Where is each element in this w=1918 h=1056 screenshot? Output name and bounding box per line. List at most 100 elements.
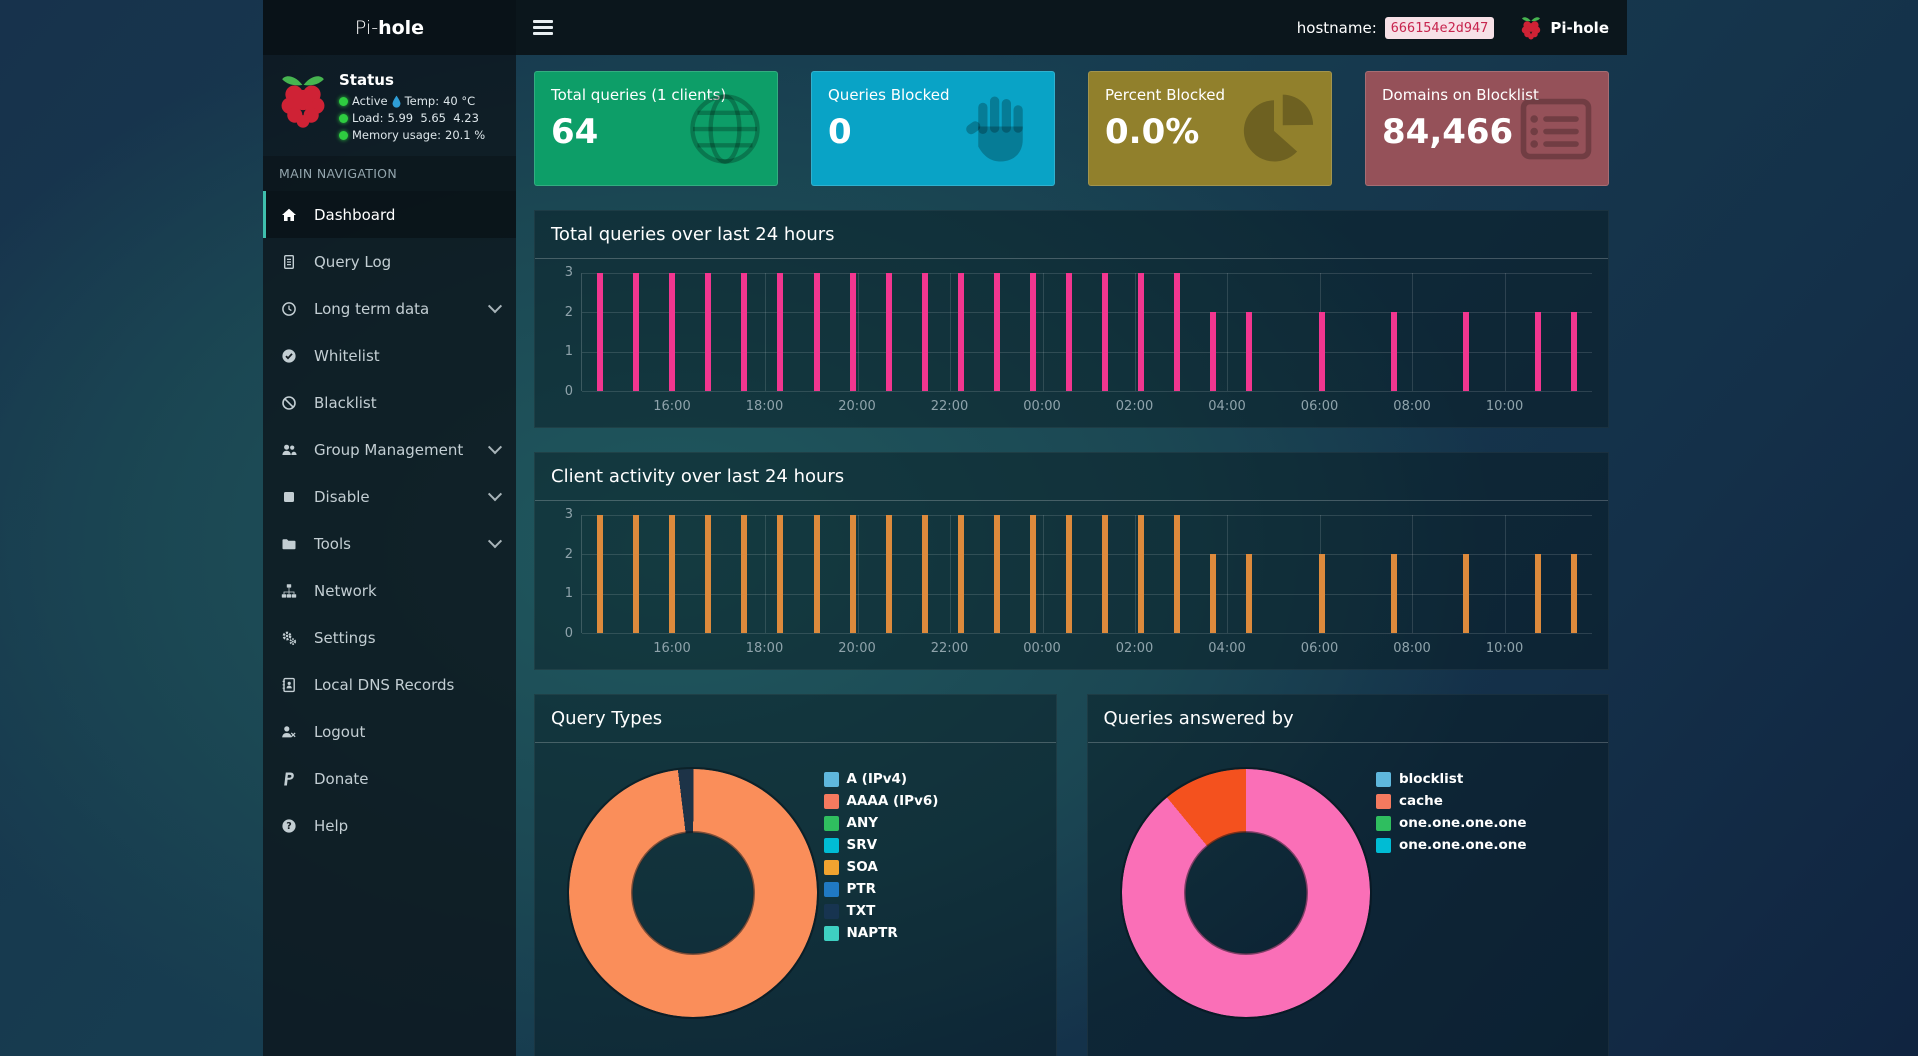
sidebar-item-tools[interactable]: Tools <box>263 520 516 567</box>
legend-item[interactable]: SRV <box>823 837 1038 853</box>
bar[interactable] <box>1390 312 1397 391</box>
gridline <box>1227 515 1229 633</box>
bar[interactable] <box>1138 273 1145 391</box>
bar[interactable] <box>957 273 964 391</box>
legend-item[interactable]: TXT <box>823 903 1038 919</box>
bar[interactable] <box>1246 554 1253 633</box>
bar[interactable] <box>669 273 676 391</box>
globe-icon <box>685 89 765 169</box>
bar[interactable] <box>1066 515 1073 633</box>
bar[interactable] <box>777 273 784 391</box>
bar[interactable] <box>597 273 604 391</box>
bar[interactable] <box>813 273 820 391</box>
legend-item[interactable]: blocklist <box>1376 771 1590 787</box>
legend-item[interactable]: one.one.one.one <box>1376 837 1590 853</box>
bar[interactable] <box>705 515 712 633</box>
stat-card-percent-blocked[interactable]: Percent Blocked 0.0% <box>1088 71 1332 186</box>
bar[interactable] <box>993 273 1000 391</box>
gridline <box>1412 515 1414 633</box>
sidebar-item-dashboard[interactable]: Dashboard <box>263 191 516 238</box>
legend-item[interactable]: one.one.one.one <box>1376 815 1590 831</box>
bar-slot <box>1231 515 1267 633</box>
bar[interactable] <box>921 515 928 633</box>
brand[interactable]: Pi-hole <box>263 0 516 55</box>
pihole-logo <box>277 71 329 142</box>
bar-slot <box>1267 273 1303 391</box>
bar[interactable] <box>1571 554 1578 633</box>
account-menu[interactable]: Pi-hole <box>1520 15 1609 40</box>
bar[interactable] <box>885 515 892 633</box>
bar[interactable] <box>1535 312 1542 391</box>
bar[interactable] <box>1246 312 1253 391</box>
bar[interactable] <box>1318 554 1325 633</box>
bar[interactable] <box>633 515 640 633</box>
bar[interactable] <box>1462 312 1469 391</box>
legend-item[interactable]: cache <box>1376 793 1590 809</box>
query-types-legend: A (IPv4) AAAA (IPv6) ANY SRV SOA PTR TXT NAPTR <box>823 771 1038 1019</box>
bar-slot <box>1195 515 1231 633</box>
stat-card-total-queries[interactable]: Total queries (1 clients) 64 <box>534 71 778 186</box>
legend-item[interactable]: ANY <box>823 815 1038 831</box>
bar[interactable] <box>849 273 856 391</box>
bar-slot <box>1484 515 1520 633</box>
bar[interactable] <box>1102 273 1109 391</box>
sidebar-item-query-log[interactable]: Query Log <box>263 238 516 285</box>
bar[interactable] <box>1210 312 1217 391</box>
legend-label: cache <box>1399 793 1443 809</box>
bar-slot <box>1376 273 1412 391</box>
sidebar-item-network[interactable]: Network <box>263 567 516 614</box>
legend-item[interactable]: SOA <box>823 859 1038 875</box>
bar[interactable] <box>669 515 676 633</box>
bar[interactable] <box>741 515 748 633</box>
bar[interactable] <box>1210 554 1217 633</box>
legend-item[interactable]: NAPTR <box>823 925 1038 941</box>
sidebar-item-whitelist[interactable]: Whitelist <box>263 332 516 379</box>
legend-item[interactable]: AAAA (IPv6) <box>823 793 1038 809</box>
sidebar-item-help[interactable]: ? Help <box>263 802 516 849</box>
query-types-donut-chart[interactable] <box>569 769 817 1017</box>
chevron-down-icon <box>487 486 503 501</box>
sidebar-item-blacklist[interactable]: Blacklist <box>263 379 516 426</box>
stat-card-queries-blocked[interactable]: Queries Blocked 0 <box>811 71 1055 186</box>
queries-answered-by-donut-chart[interactable] <box>1121 769 1370 1017</box>
bar[interactable] <box>1029 273 1036 391</box>
bar[interactable] <box>885 273 892 391</box>
bar[interactable] <box>849 515 856 633</box>
sidebar-item-long-term-data[interactable]: Long term data <box>263 285 516 332</box>
bar[interactable] <box>1535 554 1542 633</box>
sidebar-item-disable[interactable]: Disable <box>263 473 516 520</box>
sidebar-item-donate[interactable]: Donate <box>263 755 516 802</box>
bar-chart-plot[interactable] <box>581 515 1592 634</box>
bar[interactable] <box>1318 312 1325 391</box>
bar[interactable] <box>1462 554 1469 633</box>
bar[interactable] <box>1174 273 1181 391</box>
bar[interactable] <box>993 515 1000 633</box>
x-tick-label: 00:00 <box>1023 399 1061 414</box>
bar-slot <box>1448 515 1484 633</box>
bar[interactable] <box>1138 515 1145 633</box>
bar[interactable] <box>1066 273 1073 391</box>
bar-chart-plot[interactable] <box>581 273 1592 392</box>
bar[interactable] <box>705 273 712 391</box>
bar[interactable] <box>813 515 820 633</box>
bar[interactable] <box>921 273 928 391</box>
bar[interactable] <box>741 273 748 391</box>
sidebar-item-group-management[interactable]: Group Management <box>263 426 516 473</box>
legend-item[interactable]: A (IPv4) <box>823 771 1038 787</box>
bar[interactable] <box>957 515 964 633</box>
bar[interactable] <box>777 515 784 633</box>
legend-item[interactable]: PTR <box>823 881 1038 897</box>
sidebar-item-local-dns-records[interactable]: Local DNS Records <box>263 661 516 708</box>
stat-card-domains-on-blocklist[interactable]: Domains on Blocklist 84,466 <box>1365 71 1609 186</box>
sidebar-item-settings[interactable]: Settings <box>263 614 516 661</box>
bar[interactable] <box>1102 515 1109 633</box>
sidebar-item-logout[interactable]: Logout <box>263 708 516 755</box>
bar[interactable] <box>1174 515 1181 633</box>
bar[interactable] <box>1571 312 1578 391</box>
bar[interactable] <box>633 273 640 391</box>
bar[interactable] <box>1029 515 1036 633</box>
sidebar-toggle-button[interactable] <box>516 0 570 55</box>
bar[interactable] <box>1390 554 1397 633</box>
bar[interactable] <box>597 515 604 633</box>
users-icon <box>281 442 305 458</box>
